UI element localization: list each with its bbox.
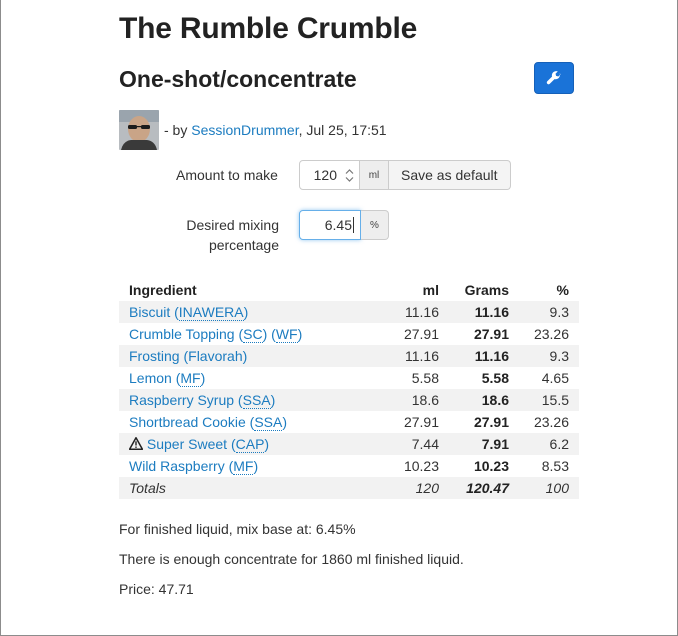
recipe-title: The Rumble Crumble: [119, 12, 418, 45]
ingredient-link[interactable]: Wild Raspberry (MF): [129, 458, 259, 475]
settings-button[interactable]: [534, 62, 574, 94]
mixing-label-line2: percentage: [208, 237, 279, 253]
totals-row: Totals 120 120.47 100: [119, 477, 579, 499]
vendor-abbr[interactable]: WF: [275, 326, 298, 343]
ml-cell: 10.23: [403, 458, 439, 474]
percent-cell: 6.2: [519, 433, 579, 455]
grams-cell: 18.6: [449, 389, 519, 411]
save-as-default-button[interactable]: Save as default: [389, 160, 511, 190]
byline-prefix: - by: [164, 122, 188, 138]
vendor-abbr[interactable]: INAWERA: [178, 304, 244, 321]
grams-cell: 10.23: [473, 458, 509, 474]
table-row: Raspberry Syrup (SSA) 18.6 18.6 15.5: [119, 389, 579, 411]
post-date: , Jul 25, 17:51: [298, 122, 387, 138]
col-percent: %: [556, 282, 569, 298]
mixing-percentage-input[interactable]: 6.45: [299, 210, 361, 240]
amount-label: Amount to make: [176, 167, 278, 183]
ml-cell: 27.91: [403, 326, 439, 342]
col-ml: ml: [422, 282, 439, 298]
vendor-abbr[interactable]: MF: [233, 458, 254, 475]
percent-cell: 9.3: [519, 301, 579, 323]
ingredient-name: Raspberry Syrup: [129, 392, 235, 408]
ingredient-name: Biscuit: [129, 304, 171, 320]
vendor-abbr[interactable]: CAP: [235, 436, 265, 453]
mixing-unit: %: [361, 210, 389, 240]
text-cursor: [353, 217, 354, 233]
col-grams: Grams: [464, 282, 509, 298]
mix-base-note: For finished liquid, mix base at: 6.45%: [119, 521, 356, 537]
table-row: Crumble Topping (SC) (WF) 27.91 27.91 23…: [119, 323, 579, 345]
avatar[interactable]: [119, 110, 159, 150]
wrench-icon: [546, 71, 561, 85]
spinner-icon[interactable]: [345, 168, 354, 183]
table-header-row: Ingredient ml Grams %: [119, 279, 579, 301]
ingredient-name: Wild Raspberry: [129, 458, 225, 474]
vendor-abbr[interactable]: MF: [180, 370, 201, 387]
mixing-label: Desired mixing percentage: [179, 215, 279, 255]
ml-cell: 27.91: [403, 414, 439, 430]
mixing-label-line1: Desired mixing: [186, 217, 279, 233]
table-row: Wild Raspberry (MF) 10.23 10.23 8.53: [119, 455, 579, 477]
table-row: Biscuit (INAWERA) 11.16 11.16 9.3: [119, 301, 579, 323]
grams-cell: 27.91: [473, 414, 509, 430]
vendor-abbr[interactable]: SC: [243, 326, 263, 343]
totals-ml: 120: [379, 477, 449, 499]
table-row: Super Sweet (CAP) 7.44 7.91 6.2: [119, 433, 579, 455]
percent-cell: 15.5: [519, 389, 579, 411]
amount-input[interactable]: 120: [299, 160, 360, 190]
vendor-name: Flavorah: [188, 348, 243, 364]
totals-grams: 120.47: [449, 477, 519, 499]
ingredient-name: Lemon: [129, 370, 172, 386]
ml-cell: 18.6: [379, 389, 449, 411]
ingredient-name: Frosting: [129, 348, 180, 364]
author-row: - by SessionDrummer, Jul 25, 17:51: [119, 110, 387, 150]
col-ingredient: Ingredient: [129, 282, 197, 298]
grams-cell: 7.91: [449, 433, 519, 455]
percent-cell: 23.26: [533, 326, 569, 342]
ingredient-link[interactable]: Raspberry Syrup (SSA): [129, 392, 276, 409]
table-row: Frosting (Flavorah) 11.16 11.16 9.3: [119, 345, 579, 367]
amount-input-group: 120 ml Save as default: [299, 160, 511, 190]
avatar-image: [119, 110, 159, 150]
percent-cell: 8.53: [541, 458, 569, 474]
ml-cell: 7.44: [379, 433, 449, 455]
amount-value: 120: [313, 167, 337, 183]
percent-cell: 4.65: [541, 370, 569, 386]
ingredient-link[interactable]: Crumble Topping (SC) (WF): [129, 326, 303, 343]
ingredient-name: Shortbread Cookie: [129, 414, 246, 430]
vendor-abbr[interactable]: SSA: [254, 414, 283, 431]
author-link[interactable]: SessionDrummer: [191, 122, 299, 138]
totals-label: Totals: [119, 477, 379, 499]
totals-percent: 100: [519, 477, 579, 499]
grams-cell: 27.91: [473, 326, 509, 342]
mixing-input-group: 6.45 %: [299, 210, 389, 240]
grams-cell: 11.16: [449, 301, 519, 323]
mixing-value: 6.45: [324, 217, 352, 233]
recipe-subtitle: One-shot/concentrate: [119, 66, 357, 92]
byline: - by SessionDrummer, Jul 25, 17:51: [164, 122, 387, 138]
grams-cell: 5.58: [481, 370, 509, 386]
ml-cell: 5.58: [411, 370, 439, 386]
ingredient-link[interactable]: Biscuit (INAWERA): [129, 304, 249, 321]
table-row: Shortbread Cookie (SSA) 27.91 27.91 23.2…: [119, 411, 579, 433]
ingredient-name: Super Sweet: [146, 436, 228, 452]
table-row: Lemon (MF) 5.58 5.58 4.65: [119, 367, 579, 389]
concentrate-note: There is enough concentrate for 1860 ml …: [119, 551, 464, 567]
ml-cell: 11.16: [379, 301, 449, 323]
vendor-abbr[interactable]: SSA: [242, 392, 271, 409]
amount-unit: ml: [360, 160, 389, 190]
ingredient-link[interactable]: Shortbread Cookie (SSA): [129, 414, 287, 431]
ingredient-link[interactable]: Super Sweet (CAP): [146, 436, 270, 453]
price-note: Price: 47.71: [119, 581, 194, 597]
percent-cell: 23.26: [533, 414, 569, 430]
percent-cell: 9.3: [519, 345, 579, 367]
grams-cell: 11.16: [449, 345, 519, 367]
ingredient-link[interactable]: Frosting (Flavorah): [129, 348, 248, 364]
ingredient-name: Crumble Topping: [129, 326, 235, 342]
ingredients-table: Ingredient ml Grams % Biscuit (INAWERA) …: [119, 279, 579, 499]
ingredient-link[interactable]: Lemon (MF): [129, 370, 206, 387]
warning-icon[interactable]: [128, 437, 144, 450]
ml-cell: 11.16: [379, 345, 449, 367]
